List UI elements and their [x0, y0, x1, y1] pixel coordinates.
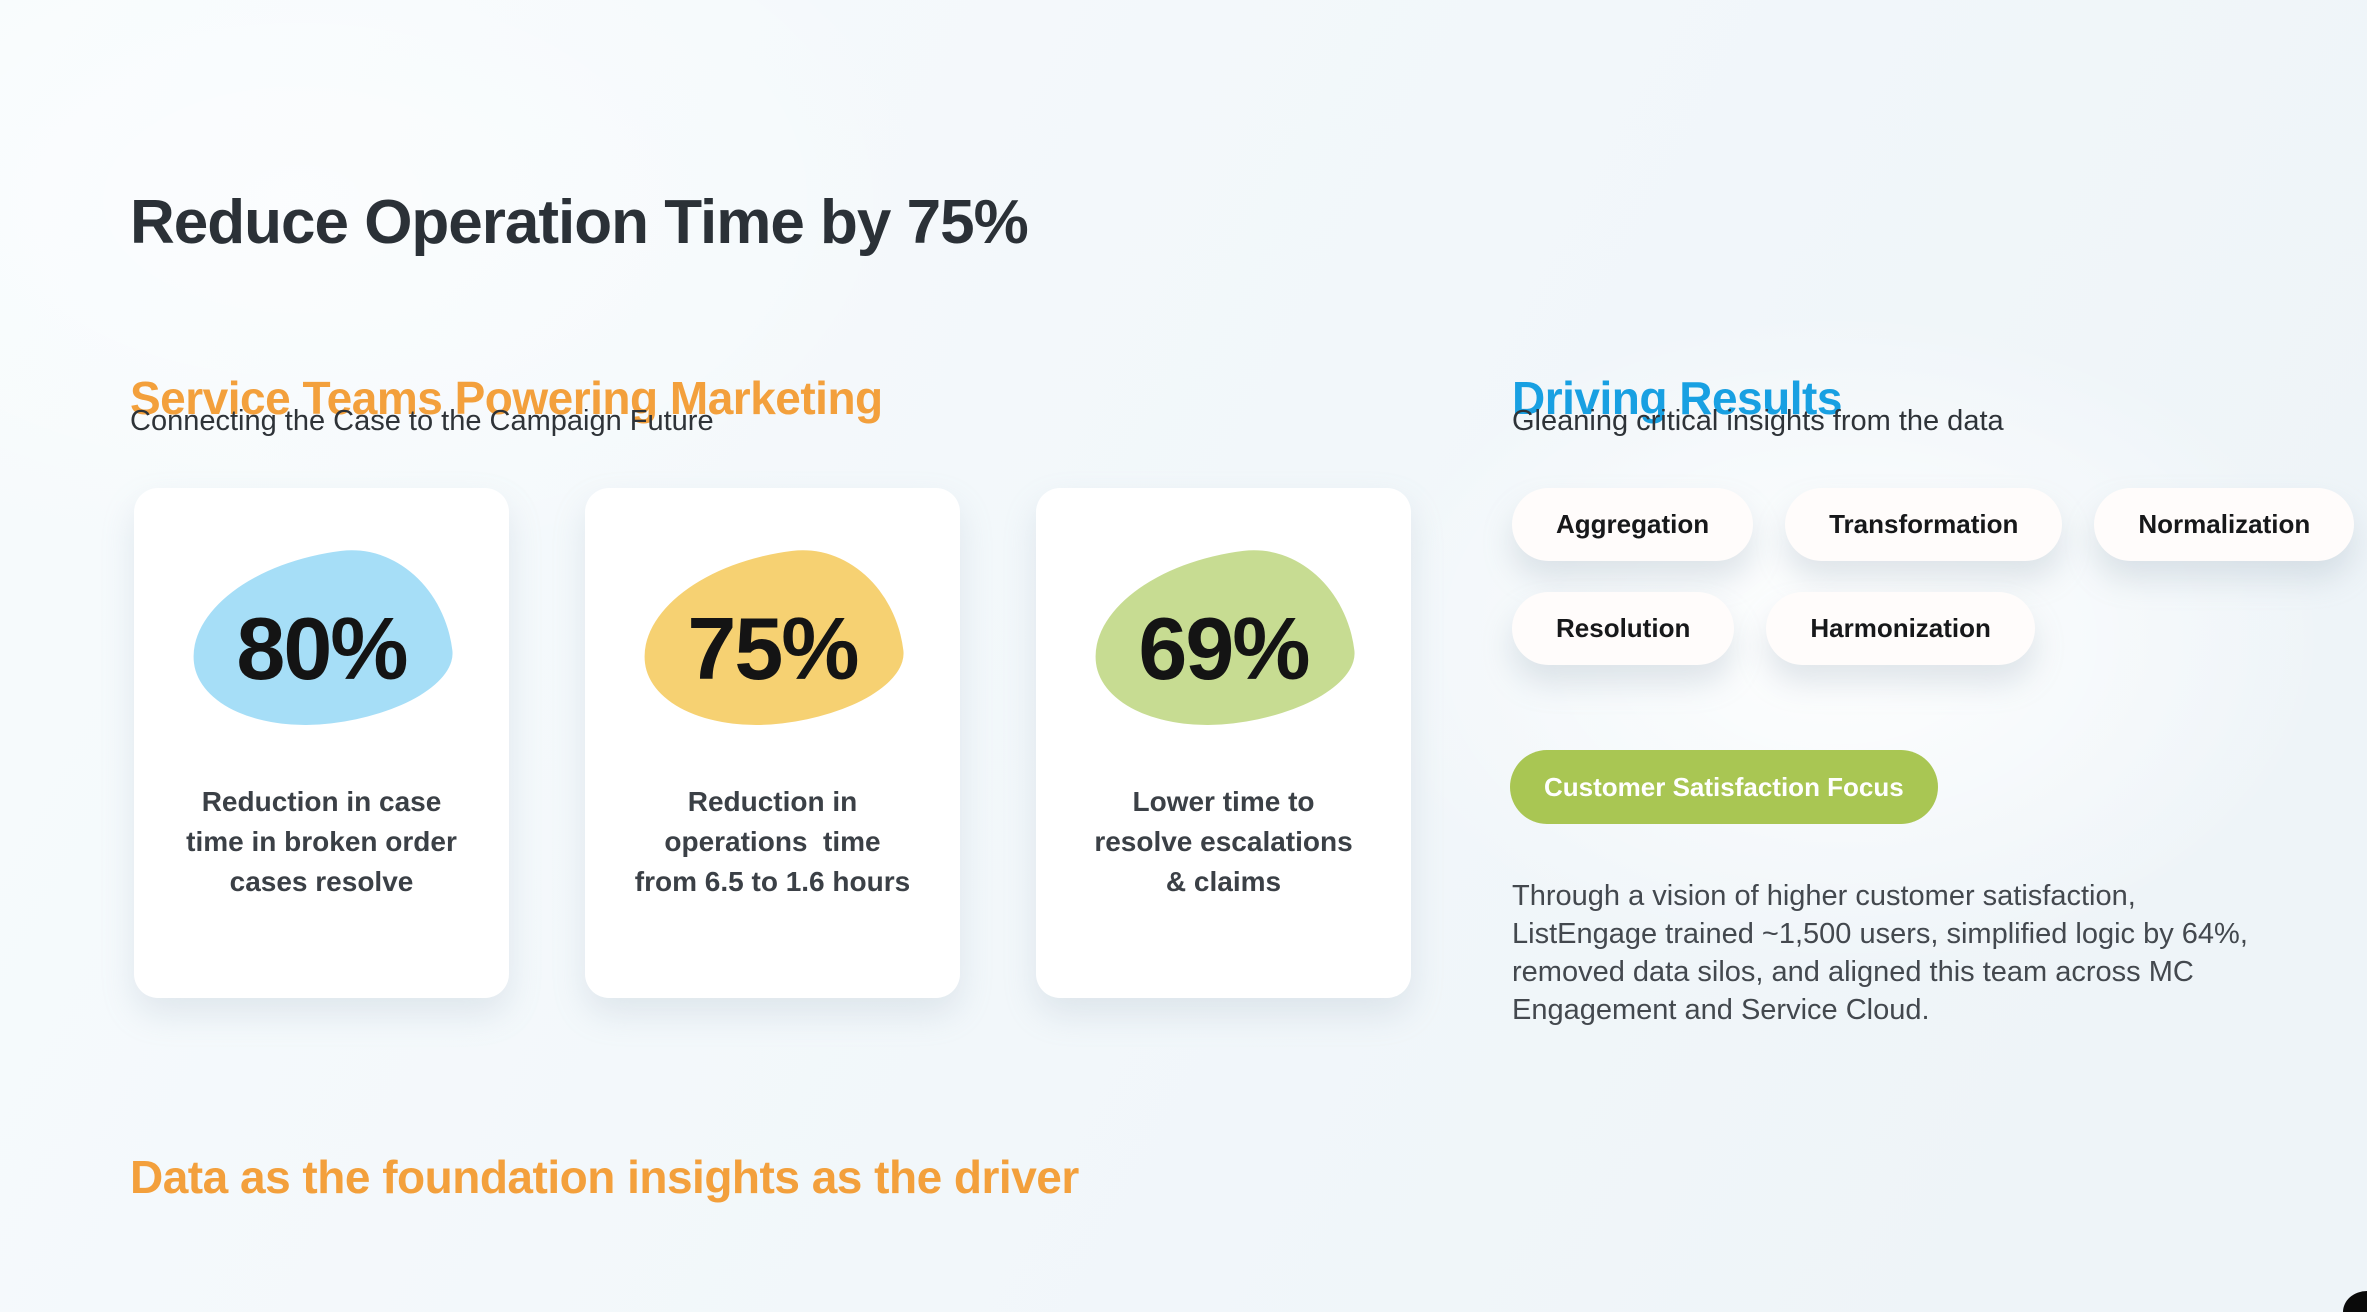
stat-description: Lower time to resolve escalations & clai…: [1094, 786, 1353, 897]
page-title: Reduce Operation Time by 75%: [130, 187, 1029, 257]
customer-satisfaction-badge: Customer Satisfaction Focus: [1510, 750, 1938, 824]
tag-transformation: Transformation: [1785, 488, 2063, 561]
stat-description: Reduction in operations time from 6.5 to…: [634, 786, 911, 897]
tag-aggregation: Aggregation: [1512, 488, 1754, 561]
right-section-heading: Driving Results: [1512, 372, 1842, 425]
tag-resolution: Resolution: [1512, 592, 1735, 665]
stat-cards-row: 80% Reduction in case time in broken ord…: [134, 488, 1411, 998]
stat-card-escalations: 69% Lower time to resolve escalations & …: [1036, 488, 1411, 998]
right-section-subheading: Gleaning critical insights from the data: [1512, 405, 2004, 437]
results-paragraph: Through a vision of higher customer sati…: [1512, 880, 2248, 1026]
stat-value: 69%: [1138, 599, 1310, 698]
stat-description: Reduction in case time in broken order c…: [186, 786, 457, 897]
tags-row-1: Aggregation Transformation Normalization: [1512, 488, 2355, 561]
page-corner-mark: [2343, 1291, 2367, 1312]
tag-normalization: Normalization: [2094, 488, 2355, 561]
left-section-subheading: Connecting the Case to the Campaign Futu…: [130, 405, 714, 437]
tags-row-2: Resolution Harmonization: [1512, 592, 2035, 665]
stat-value: 80%: [236, 599, 408, 698]
stat-card-case-time: 80% Reduction in case time in broken ord…: [134, 488, 509, 998]
tag-harmonization: Harmonization: [1766, 592, 2035, 665]
stat-card-operations-time: 75% Reduction in operations time from 6.…: [585, 488, 960, 998]
left-section-heading: Service Teams Powering Marketing: [130, 372, 883, 425]
footer-heading: Data as the foundation insights as the d…: [130, 1151, 1079, 1204]
stat-value: 75%: [687, 599, 859, 698]
